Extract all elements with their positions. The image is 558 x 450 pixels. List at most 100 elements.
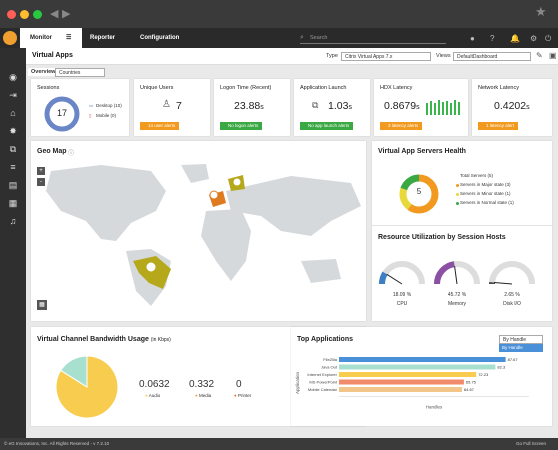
africa-shape xyxy=(201,209,251,281)
type-select[interactable]: Citrix Virtual Apps 7.x xyxy=(341,52,431,61)
sessions-value: 17 xyxy=(56,108,67,118)
divider xyxy=(372,225,552,226)
bell-icon[interactable]: ♫ xyxy=(9,216,17,226)
logon-time-badge[interactable]: No logon alerts xyxy=(220,122,263,130)
page-title: Virtual Apps xyxy=(32,52,73,59)
app-header: Monitor ☰ Reporter Configuration Search ⌕… xyxy=(0,28,558,48)
bar-category-label: Internet Explorer xyxy=(307,372,337,377)
views-select[interactable]: DefaultDashboard xyxy=(453,52,531,61)
logon-time-title: Logon Time (Recent) xyxy=(220,85,272,91)
eye-icon[interactable]: ◉ xyxy=(9,72,17,82)
media-value: 0.332 xyxy=(189,379,215,390)
top-apps-dropdown[interactable]: By Handle xyxy=(499,335,543,344)
app-launch-number: 1.03 xyxy=(328,100,349,112)
media-label: ● Media xyxy=(195,393,212,398)
dropdown-option[interactable]: By Handle xyxy=(499,344,543,352)
tab-overview[interactable]: Overview xyxy=(28,68,59,76)
app-launch-title: Application Launch xyxy=(300,85,347,91)
edit-icon[interactable]: ✎ xyxy=(536,51,543,60)
app-launch-unit: s xyxy=(348,104,352,111)
network-latency-badge[interactable]: 1 latency alert xyxy=(478,122,519,130)
maximize-window-button[interactable] xyxy=(33,10,42,19)
eg-logo-icon[interactable] xyxy=(3,31,17,45)
bar-value-label: 72.23 xyxy=(478,372,489,377)
audio-label-text: Audio xyxy=(148,393,161,398)
mobile-icon: ▯ xyxy=(89,113,92,118)
bar-value-label: 82.3 xyxy=(497,365,506,370)
servers-legend-normal[interactable]: Servers in Normal state (1) xyxy=(460,200,514,205)
zoom-in-button[interactable]: + xyxy=(37,167,45,175)
geo-map-panel: Geo Map ⓘ + - ▦ xyxy=(31,141,366,321)
bandwidth-title: Virtual Channel Bandwidth Usage (in Kbps… xyxy=(37,336,171,343)
bandwidth-pie xyxy=(55,355,119,419)
tab-monitor[interactable]: Monitor ☰ xyxy=(20,28,82,48)
bar-value-label: 65.75 xyxy=(466,380,477,385)
browser-chrome: ◀ ▶ ★ xyxy=(0,0,558,28)
save-icon[interactable]: ▣ xyxy=(549,51,557,60)
gauge-track xyxy=(379,261,425,285)
login-icon[interactable]: ⇥ xyxy=(9,90,17,100)
gauge-track xyxy=(489,261,535,285)
geo-map-title: Geo Map xyxy=(37,148,67,155)
server-icon[interactable]: ▤ xyxy=(8,180,18,190)
tab-reporter[interactable]: Reporter xyxy=(90,35,116,41)
network-latency-value: 0.4202s xyxy=(494,100,530,112)
logon-time-unit: s xyxy=(260,104,264,111)
app-launch-card[interactable]: Application Launch ⧉ 1.03s No app launch… xyxy=(294,79,370,136)
top-apps-panel: Top Applications By Handle By Handle App… xyxy=(291,327,552,426)
printer-label: ● Printer xyxy=(234,393,252,398)
servers-health-panel: Virtual App Servers Health 5 Total Serve… xyxy=(372,141,552,321)
sessions-card[interactable]: Sessions 17 ▭ Desktop (10) ▯ Mobile (0) xyxy=(31,79,129,136)
hdx-latency-card[interactable]: HDX Latency 0.8679s 3 latency alerts xyxy=(374,79,468,136)
forward-arrow-icon[interactable]: ▶ xyxy=(62,8,71,20)
grid-icon[interactable]: ▦ xyxy=(8,198,18,208)
close-window-button[interactable] xyxy=(7,10,16,19)
unique-users-badge[interactable]: 14 user alerts xyxy=(140,122,180,130)
fullscreen-link[interactable]: Go Full Screen xyxy=(516,441,547,446)
user-icon[interactable]: ● xyxy=(470,34,475,43)
minimize-window-button[interactable] xyxy=(20,10,29,19)
overview-filter-select[interactable]: Countries xyxy=(55,68,105,77)
minor-dot xyxy=(456,193,459,196)
mobile-count: Mobile (0) xyxy=(96,113,117,118)
map-marker-icon xyxy=(232,177,242,187)
audio-label: ● Audio xyxy=(145,393,161,398)
tab-configuration[interactable]: Configuration xyxy=(140,35,180,41)
unique-users-card[interactable]: Unique Users ♙ 7 14 user alerts xyxy=(134,79,210,136)
hdx-sparkbars xyxy=(426,100,460,115)
map-legend-button[interactable]: ▦ xyxy=(37,300,47,310)
star-icon[interactable]: ★ xyxy=(535,4,547,19)
map-marker-icon xyxy=(209,190,219,200)
menu-icon[interactable]: ☰ xyxy=(66,35,72,41)
bandwidth-title-text: Virtual Channel Bandwidth Usage xyxy=(37,336,149,343)
views-label: Views xyxy=(436,53,451,59)
map-marker-icon xyxy=(145,261,157,273)
back-arrow-icon[interactable]: ◀ xyxy=(50,8,59,20)
topology-icon[interactable]: ⧉ xyxy=(9,144,17,154)
logon-time-card[interactable]: Logon Time (Recent) 23.88s No logon aler… xyxy=(214,79,290,136)
servers-legend-minor[interactable]: Servers in Minor state (1) xyxy=(460,191,511,196)
hdx-latency-badge[interactable]: 3 latency alerts xyxy=(380,122,423,130)
subheader: Virtual Apps Type Citrix Virtual Apps 7.… xyxy=(26,48,558,65)
hdx-latency-number: 0.8679 xyxy=(384,100,417,112)
info-icon[interactable]: ⓘ xyxy=(68,151,75,157)
brazil-highlight xyxy=(133,256,171,289)
alarm-icon[interactable]: 🔔 xyxy=(510,34,520,43)
bug-icon[interactable]: ✸ xyxy=(9,126,17,136)
search-input[interactable]: Search xyxy=(300,32,446,44)
logout-icon[interactable]: ⏻ xyxy=(545,34,552,43)
app-launch-badge[interactable]: No app launch alerts xyxy=(300,122,354,130)
pie-slice-media xyxy=(60,355,88,388)
database-icon[interactable]: ≡ xyxy=(10,162,16,172)
servers-legend-major[interactable]: Servers in Major state (3) xyxy=(460,182,511,187)
unique-users-title: Unique Users xyxy=(140,85,174,91)
help-icon[interactable]: ? xyxy=(490,34,495,43)
gauge-label: CPU xyxy=(397,301,408,307)
network-latency-card[interactable]: Network Latency 0.4202s 1 latency alert xyxy=(472,79,552,136)
component-icon[interactable]: ⌂ xyxy=(10,108,16,118)
y-axis-label: Application xyxy=(295,371,300,394)
world-map[interactable] xyxy=(31,161,366,311)
zoom-out-button[interactable]: - xyxy=(37,178,45,186)
network-latency-number: 0.4202 xyxy=(494,100,527,112)
settings-icon[interactable]: ⚙ xyxy=(530,34,538,43)
